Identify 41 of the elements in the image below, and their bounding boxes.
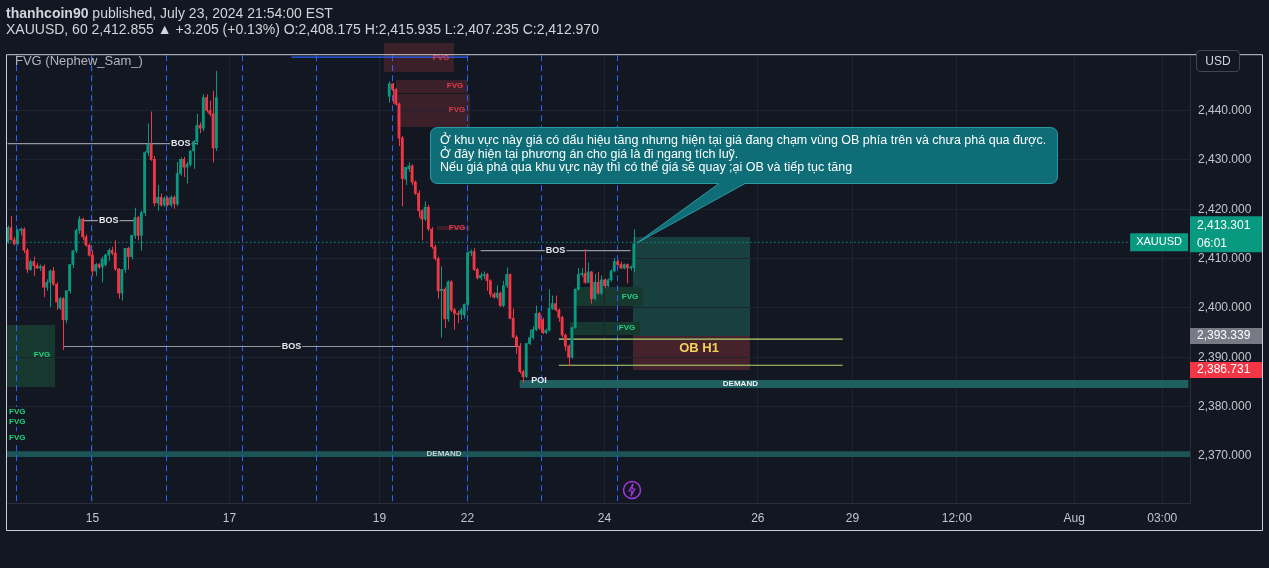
band-label: DEMAND <box>426 449 462 459</box>
text: 2,393.339 <box>1197 328 1251 343</box>
chart-subtitle: XAUUSD, 60 2,412.855 ▲ +3.205 (+0.13%) O:2,408.175 H:2,415.935 L:2,407.235 C:2,412.970 <box>6 21 599 38</box>
annotation: FVG <box>33 350 51 360</box>
y-tick-label: 2,440.000 <box>1198 102 1252 117</box>
x-tick-label: 22 <box>460 510 475 525</box>
ref-line-label: 2,413.301 <box>1197 217 1251 232</box>
y-tick-label: 2,410.000 <box>1198 250 1252 265</box>
annotation: Ở khu vực này giá có dấu hiệu tăng nhưng hiện tại giá đang chạm vùng OB phía trên và chưa phá qua được. Ở đây hiện tại phương án cho giá là đi ngang tích luỹ. Nếu giá phá qua khu vực này thì có thể giá sẽ quay ;ại OB và tiếp tục tăng <box>440 133 1047 175</box>
annotation: FVG <box>9 407 26 417</box>
x-tick-label: 29 <box>845 510 860 525</box>
text: 2,386.731 <box>1197 362 1251 377</box>
x-tick-label: 03:00 <box>1147 510 1178 525</box>
text: 06:01 <box>1197 235 1228 250</box>
annotation: FVG <box>9 433 26 443</box>
annotation: FVG <box>618 323 636 333</box>
y-tick-label: 2,390.000 <box>1198 349 1252 364</box>
x-tick-label: 17 <box>222 510 237 525</box>
annotation: FVG <box>448 105 466 115</box>
y-tick-label: 2,430.000 <box>1198 152 1252 167</box>
y-axis-title: USD <box>1196 50 1240 72</box>
annotation: FVG <box>621 292 639 302</box>
x-tick-label: 19 <box>372 510 387 525</box>
x-tick-label: 15 <box>85 510 100 525</box>
y-tick-label: 2,420.000 <box>1198 201 1252 216</box>
chart-title: thanhcoin90 published, July 23, 2024 21:54:00 EST <box>6 5 333 21</box>
annotation: FVG <box>448 223 466 233</box>
x-tick-label: Aug <box>1063 510 1085 525</box>
x-tick-label: 24 <box>597 510 612 525</box>
x-tick-label: 26 <box>751 510 765 525</box>
annotation: XAUUSD <box>1136 235 1183 248</box>
annotation: FVG <box>9 417 26 427</box>
y-tick-label: 2,380.000 <box>1198 399 1252 414</box>
x-tick-label: 12:00 <box>941 510 973 525</box>
series-label: DEMAND <box>722 379 759 389</box>
annotation: FVG <box>446 81 464 91</box>
annotation: OB H1 <box>679 339 719 355</box>
annotation: FVG (Nephew_Sam_) <box>15 52 143 68</box>
y-tick-label: 2,370.000 <box>1198 448 1252 463</box>
annotation: POI <box>531 375 547 386</box>
y-tick-label: 2,400.000 <box>1198 300 1252 315</box>
